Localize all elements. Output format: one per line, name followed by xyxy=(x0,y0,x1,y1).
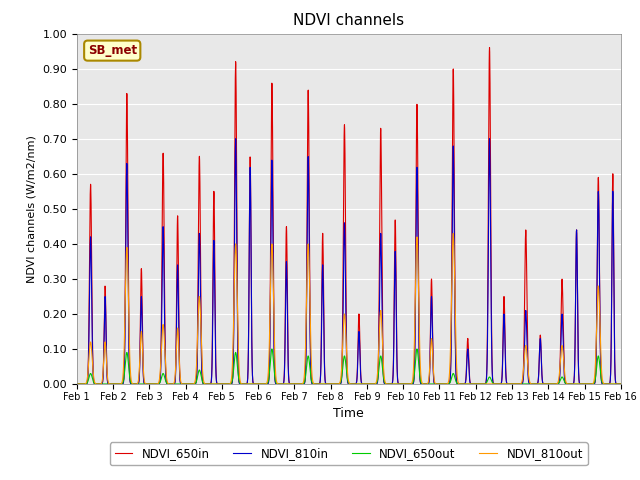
NDVI_650in xyxy=(501,342,509,348)
NDVI_810in xyxy=(467,381,474,386)
NDVI_810out xyxy=(617,381,625,387)
NDVI_650in xyxy=(419,381,426,387)
NDVI_650out xyxy=(184,381,192,387)
NDVI_810out xyxy=(184,381,192,387)
NDVI_650out xyxy=(268,346,276,352)
NDVI_810out xyxy=(419,381,426,386)
NDVI_650in xyxy=(534,380,541,386)
NDVI_650in xyxy=(611,364,619,370)
Line: NDVI_650in: NDVI_650in xyxy=(77,48,621,384)
NDVI_650out xyxy=(534,381,541,387)
NDVI_810in xyxy=(617,381,625,387)
Y-axis label: NDVI channels (W/m2/nm): NDVI channels (W/m2/nm) xyxy=(27,135,36,283)
Line: NDVI_810out: NDVI_810out xyxy=(77,233,621,384)
Line: NDVI_650out: NDVI_650out xyxy=(77,349,621,384)
NDVI_810in xyxy=(486,136,493,142)
NDVI_650out xyxy=(501,381,509,387)
NDVI_810out xyxy=(611,381,619,387)
NDVI_650out xyxy=(467,381,474,387)
Line: NDVI_810in: NDVI_810in xyxy=(77,139,621,384)
X-axis label: Time: Time xyxy=(333,407,364,420)
NDVI_650in xyxy=(486,45,493,50)
NDVI_810in xyxy=(419,381,426,387)
NDVI_650out xyxy=(419,381,426,387)
NDVI_810out xyxy=(449,230,457,236)
NDVI_810in xyxy=(611,365,619,371)
NDVI_650out xyxy=(73,381,81,387)
NDVI_650out xyxy=(617,381,625,387)
NDVI_810in xyxy=(184,381,192,387)
NDVI_810out xyxy=(501,381,509,387)
NDVI_650in xyxy=(617,381,625,387)
NDVI_810out xyxy=(73,381,81,387)
NDVI_810in xyxy=(73,381,81,387)
NDVI_650out xyxy=(611,381,619,387)
NDVI_810out xyxy=(467,381,474,387)
Title: NDVI channels: NDVI channels xyxy=(293,13,404,28)
NDVI_810in xyxy=(501,349,509,355)
NDVI_650in xyxy=(73,381,81,387)
NDVI_650in xyxy=(467,380,474,386)
Legend: NDVI_650in, NDVI_810in, NDVI_650out, NDVI_810out: NDVI_650in, NDVI_810in, NDVI_650out, NDV… xyxy=(110,443,588,465)
NDVI_810in xyxy=(534,380,541,386)
Text: SB_met: SB_met xyxy=(88,44,137,57)
NDVI_810out xyxy=(534,381,541,387)
NDVI_650in xyxy=(184,381,192,387)
